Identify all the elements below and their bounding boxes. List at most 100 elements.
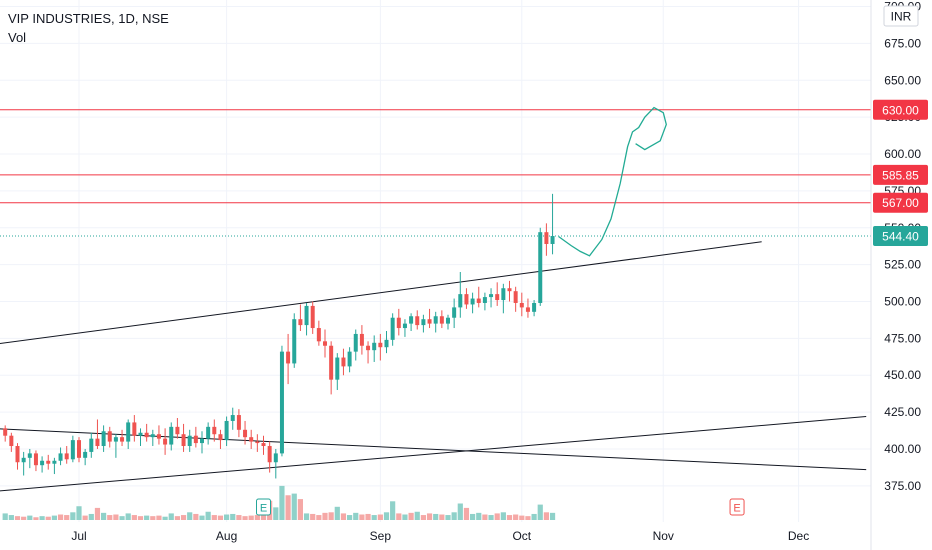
volume-bar bbox=[402, 514, 408, 520]
candle-body bbox=[538, 232, 543, 303]
candle-body bbox=[83, 451, 88, 458]
volume-bar bbox=[365, 513, 371, 520]
volume-bar bbox=[205, 511, 211, 520]
volume-bar bbox=[500, 512, 506, 520]
horizontal-price-levels[interactable] bbox=[0, 109, 871, 237]
freehand-projection-drawing[interactable] bbox=[558, 106, 667, 257]
volume-bar bbox=[482, 514, 488, 520]
candle-body bbox=[402, 323, 407, 329]
candle-body bbox=[366, 345, 371, 351]
candle-body bbox=[286, 351, 291, 364]
month-tick-label: Sep bbox=[370, 529, 392, 543]
volume-bar bbox=[162, 516, 168, 520]
volume-bar bbox=[199, 515, 205, 520]
volume-bar bbox=[531, 513, 537, 520]
month-tick-label: Jul bbox=[71, 529, 86, 543]
trendline-upper-channel bbox=[0, 241, 762, 345]
volume-bar bbox=[88, 513, 94, 520]
candle-body bbox=[452, 307, 457, 318]
candle-body bbox=[353, 333, 358, 352]
volume-bar bbox=[543, 512, 549, 520]
currency-badge[interactable]: INR bbox=[883, 5, 919, 27]
volume-bar bbox=[494, 513, 500, 520]
last-price-tag: 544.40 bbox=[873, 226, 928, 247]
price-level-tag-bg bbox=[873, 164, 928, 185]
volume-bar bbox=[260, 513, 267, 520]
volume-bar bbox=[94, 507, 101, 520]
price-axis[interactable]: 700.00675.00650.00625.00600.00575.00550.… bbox=[883, 0, 921, 493]
volume-bar bbox=[217, 515, 224, 520]
volume-bar bbox=[451, 512, 457, 520]
volume-bar bbox=[383, 512, 390, 520]
price-tick-label: 675.00 bbox=[884, 36, 921, 50]
candle-body bbox=[427, 319, 432, 324]
earnings-label: E bbox=[260, 503, 267, 515]
volume-bar bbox=[27, 515, 33, 520]
price-level-tag: 630.00 bbox=[873, 99, 928, 120]
candle-body bbox=[15, 446, 20, 463]
volume-bar bbox=[144, 515, 150, 520]
candle-body bbox=[396, 317, 401, 329]
volume-bar bbox=[322, 512, 328, 520]
volume-bar bbox=[414, 511, 420, 520]
earnings-marker-2[interactable]: E bbox=[729, 498, 745, 516]
volume-bar bbox=[439, 514, 445, 520]
candle-body bbox=[532, 302, 537, 312]
candle-body bbox=[378, 342, 383, 348]
trendline-descending-line bbox=[0, 428, 867, 471]
month-tick-label: Oct bbox=[512, 529, 531, 543]
volume-bar bbox=[39, 516, 45, 520]
candle-body bbox=[525, 307, 530, 312]
volume-bar bbox=[70, 512, 76, 520]
candle-body bbox=[446, 317, 450, 324]
candle-body bbox=[513, 291, 518, 303]
earnings-label: E bbox=[733, 503, 740, 515]
volume-bar bbox=[180, 515, 187, 520]
trendlines[interactable] bbox=[0, 241, 867, 495]
candle-body bbox=[470, 298, 475, 305]
candle-body bbox=[335, 357, 340, 380]
candle-body bbox=[495, 294, 500, 301]
time-axis[interactable]: Jul Aug Sep Oct Nov Dec bbox=[71, 529, 809, 543]
volume-bar bbox=[328, 512, 334, 520]
price-level-tag-text: 630.00 bbox=[882, 103, 919, 117]
candle-body bbox=[359, 333, 364, 346]
symbol-title[interactable]: VIP INDUSTRIES, 1D, NSE bbox=[8, 11, 169, 26]
volume-bar bbox=[549, 512, 556, 520]
volume-bar bbox=[119, 516, 125, 520]
last-price-tag-text: 544.40 bbox=[882, 230, 919, 244]
volume-bar bbox=[519, 515, 525, 520]
candle-body bbox=[132, 422, 137, 436]
volume-bar bbox=[230, 513, 236, 520]
candle-body bbox=[193, 435, 198, 444]
volume-bar bbox=[408, 512, 414, 520]
candle-body bbox=[101, 431, 106, 447]
candle-body bbox=[113, 437, 118, 442]
candle-body bbox=[323, 341, 327, 346]
candle-body bbox=[476, 298, 481, 303]
price-level-tag: 585.85 bbox=[873, 164, 928, 185]
volume-bar bbox=[396, 513, 402, 520]
earnings-marker-1[interactable]: E bbox=[256, 498, 271, 516]
candle-body bbox=[341, 357, 346, 367]
candle-body bbox=[107, 431, 112, 442]
price-level-tag-text: 567.00 bbox=[882, 196, 919, 210]
candle-body bbox=[9, 435, 14, 447]
volume-bar bbox=[150, 516, 156, 520]
volume-bar bbox=[457, 503, 463, 520]
volume-bar bbox=[21, 516, 27, 520]
candle-body bbox=[224, 420, 229, 441]
volume-bar bbox=[291, 493, 297, 520]
candle-body bbox=[120, 437, 125, 442]
candle-body bbox=[181, 434, 186, 447]
candle-body bbox=[200, 438, 204, 444]
month-tick-label: Nov bbox=[653, 529, 674, 543]
volume-indicator-label[interactable]: Vol bbox=[8, 30, 27, 45]
candle-body bbox=[126, 422, 131, 442]
candle-body bbox=[58, 453, 63, 461]
month-tick-label: Dec bbox=[788, 529, 809, 543]
price-level-tag-text: 585.85 bbox=[882, 168, 919, 182]
candle-body bbox=[218, 434, 223, 441]
